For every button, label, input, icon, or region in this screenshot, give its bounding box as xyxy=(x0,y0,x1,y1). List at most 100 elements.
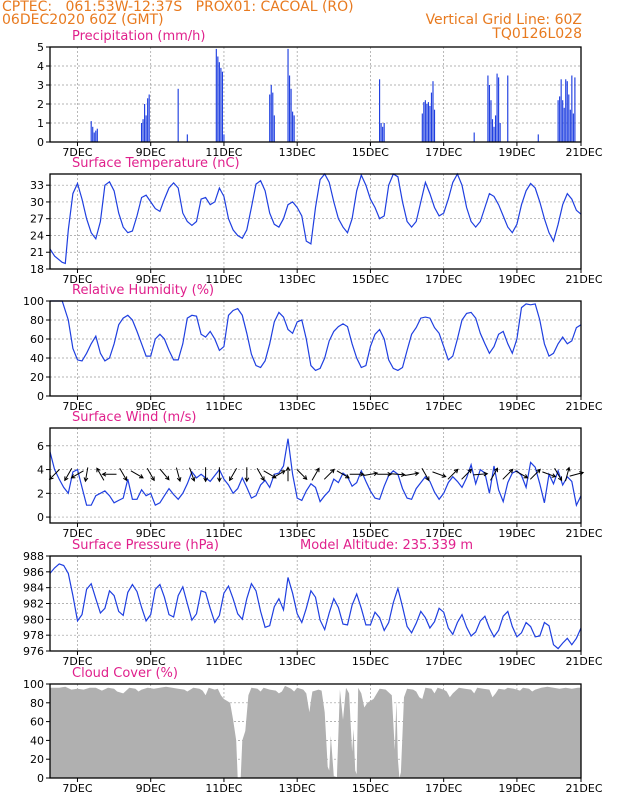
precip-bar xyxy=(430,92,433,142)
humidity-xtick-label: 13DEC xyxy=(279,400,316,413)
humidity-ytick-label: 60 xyxy=(30,333,44,346)
precipitation-ytick-label: 2 xyxy=(37,98,44,111)
precip-bar xyxy=(293,115,295,142)
cloud-ytick-label: 20 xyxy=(30,753,44,766)
pressure-xtick-label: 11DEC xyxy=(205,655,242,668)
wind-arrow xyxy=(490,467,499,481)
wind-arrow xyxy=(529,468,541,480)
precip-bar xyxy=(292,111,294,142)
precip-bar xyxy=(557,100,559,142)
wind-arrow xyxy=(542,471,557,478)
precip-bar xyxy=(221,71,223,142)
wind-xtick-label: 7DEC xyxy=(62,527,92,540)
precip-bar xyxy=(95,130,97,142)
precipitation-xtick-label: 11DEC xyxy=(205,146,242,159)
cloud-xtick-label: 7DEC xyxy=(62,782,92,795)
precip-bar xyxy=(496,73,498,142)
pressure-note: Model Altitude: 235.339 m xyxy=(300,538,473,553)
humidity-series-line xyxy=(50,300,582,372)
precip-bar xyxy=(488,85,491,142)
temperature-ytick-label: 24 xyxy=(30,229,44,242)
wind-arrow xyxy=(70,470,84,479)
humidity-title: Relative Humidity (%) xyxy=(72,283,214,298)
precip-bar xyxy=(507,75,509,142)
precip-bar xyxy=(565,79,567,142)
precip-bar xyxy=(560,79,562,142)
humidity-xtick-label: 7DEC xyxy=(62,400,92,413)
precipitation-xtick-label: 19DEC xyxy=(498,146,535,159)
temperature-xtick-label: 17DEC xyxy=(425,273,462,286)
cloud-ytick-label: 80 xyxy=(30,697,44,710)
wind-arrow xyxy=(96,467,105,481)
precip-bar xyxy=(569,109,571,142)
precip-bar xyxy=(473,132,475,142)
precipitation-xtick-label: 7DEC xyxy=(62,146,92,159)
precip-bar xyxy=(571,75,573,142)
wind-ytick-label: 0 xyxy=(37,511,44,524)
pressure-xtick-label: 13DEC xyxy=(279,655,316,668)
precipitation-xtick-label: 15DEC xyxy=(352,146,389,159)
precip-bar xyxy=(288,75,291,142)
wind-arrow xyxy=(159,468,170,481)
precipitation-ytick-label: 3 xyxy=(37,79,44,92)
precip-bar xyxy=(490,100,492,142)
precip-bar xyxy=(177,88,179,142)
wind-xtick-label: 11DEC xyxy=(205,527,242,540)
wind-arrow xyxy=(146,468,155,482)
pressure-xtick-label: 15DEC xyxy=(352,655,389,668)
humidity-ytick-label: 40 xyxy=(30,352,44,365)
precipitation-frame xyxy=(49,46,582,143)
wind-ytick-label: 2 xyxy=(37,487,44,500)
cloud-ytick-label: 0 xyxy=(37,772,44,785)
cloud-xtick-label: 15DEC xyxy=(352,782,389,795)
temperature-ytick-label: 18 xyxy=(30,263,44,276)
precip-bar xyxy=(568,94,570,142)
precip-bar xyxy=(273,115,275,142)
precip-bar xyxy=(217,56,219,142)
precip-bar xyxy=(220,67,222,142)
wind-arrow xyxy=(175,467,182,483)
precip-bar xyxy=(432,81,434,142)
precip-bar xyxy=(563,107,565,142)
precip-bar xyxy=(499,123,501,142)
precipitation-xtick-label: 17DEC xyxy=(425,146,462,159)
wind-arrow xyxy=(404,471,420,476)
temperature-xtick-label: 13DEC xyxy=(279,273,316,286)
temperature-xtick-label: 9DEC xyxy=(136,273,166,286)
precip-bar xyxy=(96,128,98,142)
cloud-ytick-label: 40 xyxy=(30,734,44,747)
temperature-xtick-label: 11DEC xyxy=(205,273,242,286)
humidity-xtick-label: 15DEC xyxy=(352,400,389,413)
temperature-ytick-label: 33 xyxy=(30,179,44,192)
humidity-ytick-label: 0 xyxy=(37,390,44,403)
precip-bar xyxy=(491,119,494,142)
pressure-frame xyxy=(49,555,582,652)
wind-arrow xyxy=(244,467,250,483)
wind-arrow xyxy=(461,468,473,480)
precip-bar xyxy=(287,48,289,142)
pressure-xtick-label: 9DEC xyxy=(136,655,166,668)
temperature-ytick-label: 21 xyxy=(30,246,44,259)
precip-bar xyxy=(90,121,92,142)
precip-bar xyxy=(272,92,274,142)
precip-bar xyxy=(433,109,436,142)
precip-bar xyxy=(93,132,95,142)
wind-arrow xyxy=(515,470,529,479)
wind-arrow xyxy=(256,468,265,482)
precip-bar xyxy=(383,123,385,142)
wind-arrow xyxy=(203,467,209,483)
chart-header: CPTEC: 061:53W-12:37S PROX01: CACOAL (RO… xyxy=(0,0,618,41)
temperature-title: Surface Temperature (nC) xyxy=(72,156,240,171)
run-id: TQ0126L028 xyxy=(492,26,582,42)
precipitation-xtick-label: 9DEC xyxy=(136,146,166,159)
cloud-xtick-label: 21DEC xyxy=(565,782,602,795)
precip-bar xyxy=(145,115,147,142)
wind-xtick-label: 9DEC xyxy=(136,527,166,540)
precip-bar xyxy=(186,134,188,142)
precip-bar xyxy=(537,134,539,142)
wind-arrow xyxy=(336,470,350,479)
pressure-ytick-label: 976 xyxy=(23,645,44,658)
precip-bar xyxy=(218,62,220,143)
wind-arrow xyxy=(349,471,365,477)
wind-arrow xyxy=(83,467,89,483)
